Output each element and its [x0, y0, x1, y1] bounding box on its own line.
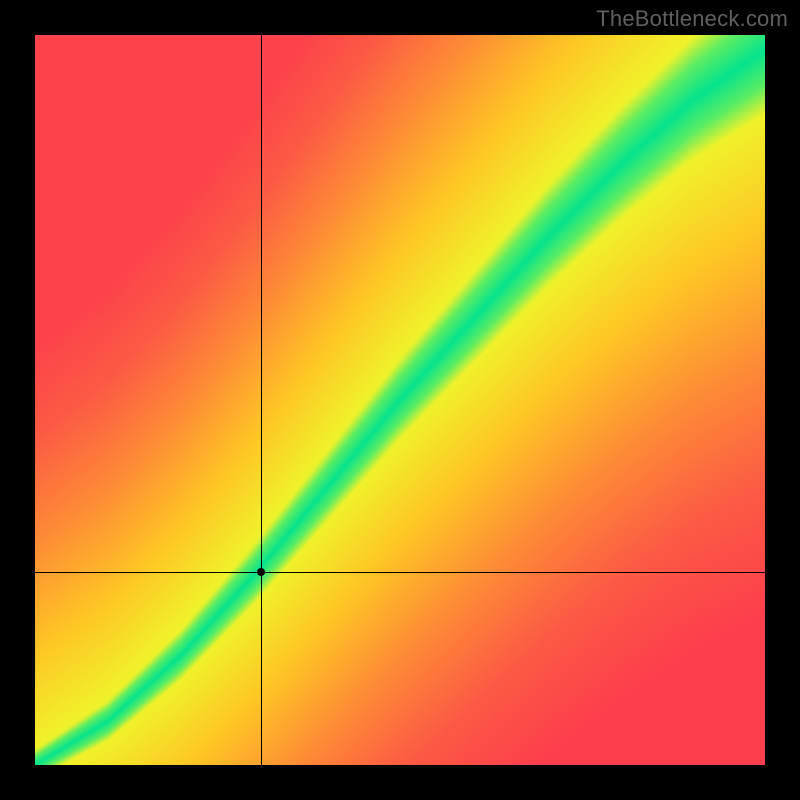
heatmap-canvas — [35, 35, 765, 765]
chart-container: TheBottleneck.com — [0, 0, 800, 800]
watermark-text: TheBottleneck.com — [596, 6, 788, 32]
plot-area — [35, 35, 765, 765]
